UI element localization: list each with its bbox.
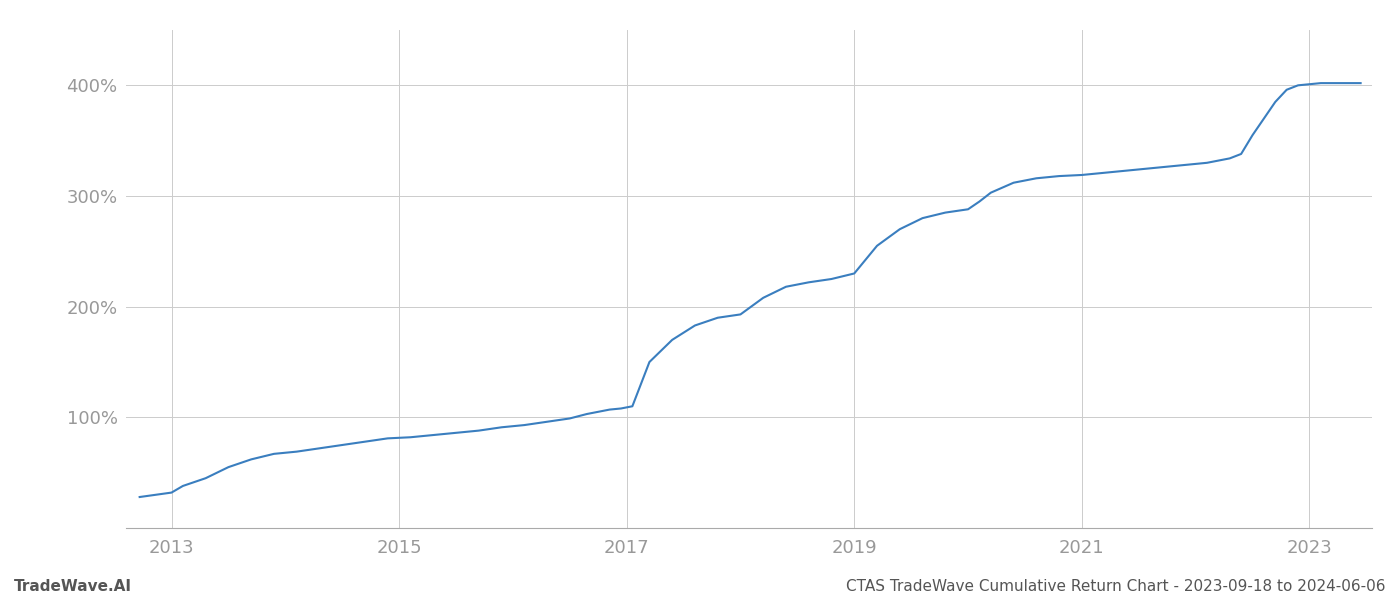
Text: CTAS TradeWave Cumulative Return Chart - 2023-09-18 to 2024-06-06: CTAS TradeWave Cumulative Return Chart -… [847, 579, 1386, 594]
Text: TradeWave.AI: TradeWave.AI [14, 579, 132, 594]
